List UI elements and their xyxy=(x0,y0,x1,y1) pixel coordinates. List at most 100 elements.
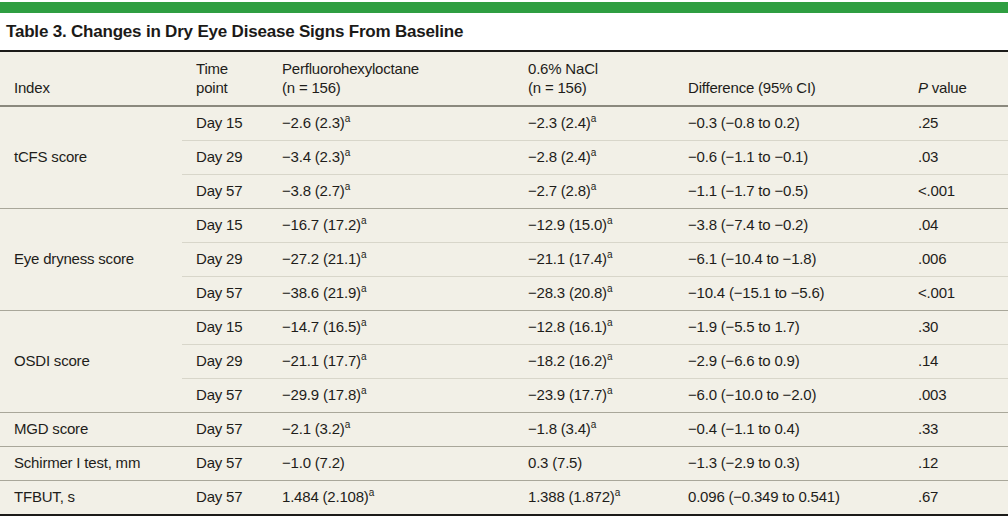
cell-index: TFBUT, s xyxy=(0,480,182,514)
cell-p-value: .14 xyxy=(904,344,1008,378)
cell-drug-value: −38.6 (21.9)a xyxy=(268,276,514,310)
col-header-p-value: P value xyxy=(904,52,1008,106)
cell-p-value: .006 xyxy=(904,242,1008,276)
col-header-difference: Difference (95% CI) xyxy=(674,52,904,106)
footnote-marker: a xyxy=(591,147,596,158)
cell-difference: −1.9 (−5.5 to 1.7) xyxy=(674,310,904,344)
cell-p-value: .25 xyxy=(904,106,1008,141)
table-row: MGD score Day 57 −2.1 (3.2)a −1.8 (3.4)a… xyxy=(0,412,1008,446)
cell-difference: −10.4 (−15.1 to −5.6) xyxy=(674,276,904,310)
footnote-marker: a xyxy=(369,487,374,498)
footnote-marker: a xyxy=(607,385,612,396)
cell-nacl-value: −2.7 (2.8)a xyxy=(514,174,674,208)
footnote-marker: a xyxy=(607,317,612,328)
footnote-marker: a xyxy=(361,283,366,294)
footnote-marker: a xyxy=(361,317,366,328)
cell-drug-value: −3.8 (2.7)a xyxy=(268,174,514,208)
footnote-marker: a xyxy=(345,181,350,192)
cell-p-value: .30 xyxy=(904,310,1008,344)
table-row: tCFS score Day 15 −2.6 (2.3)a −2.3 (2.4)… xyxy=(0,106,1008,141)
header-row: Index Time point Perfluorohexyloctane (n… xyxy=(0,52,1008,106)
cell-difference: −2.9 (−6.6 to 0.9) xyxy=(674,344,904,378)
cell-nacl-value: −21.1 (17.4)a xyxy=(514,242,674,276)
cell-time-point: Day 15 xyxy=(182,208,268,242)
cell-time-point: Day 29 xyxy=(182,242,268,276)
col-header-time-point: Time point xyxy=(182,52,268,106)
table-container: Index Time point Perfluorohexyloctane (n… xyxy=(0,50,1008,516)
footnote-marker: a xyxy=(345,147,350,158)
cell-difference: −0.6 (−1.1 to −0.1) xyxy=(674,140,904,174)
cell-p-value: .12 xyxy=(904,446,1008,480)
cell-index: MGD score xyxy=(0,412,182,446)
cell-nacl-value: 1.388 (1.872)a xyxy=(514,480,674,514)
footnote-marker: a xyxy=(591,181,596,192)
cell-drug-value: −27.2 (21.1)a xyxy=(268,242,514,276)
cell-drug-value: −3.4 (2.3)a xyxy=(268,140,514,174)
accent-bar xyxy=(0,2,1008,13)
cell-time-point: Day 57 xyxy=(182,446,268,480)
footnote-marker: a xyxy=(361,385,366,396)
cell-difference: −6.1 (−10.4 to −1.8) xyxy=(674,242,904,276)
table-row: OSDI score Day 15 −14.7 (16.5)a −12.8 (1… xyxy=(0,310,1008,344)
footnote-marker: a xyxy=(607,351,612,362)
footnote-marker: a xyxy=(615,487,620,498)
cell-drug-value: −1.0 (7.2) xyxy=(268,446,514,480)
footnote-marker: a xyxy=(591,113,596,124)
footnote-marker: a xyxy=(607,249,612,260)
cell-drug-value: −29.9 (17.8)a xyxy=(268,378,514,412)
cell-p-value: .003 xyxy=(904,378,1008,412)
cell-index: OSDI score xyxy=(0,310,182,412)
cell-nacl-value: −2.3 (2.4)a xyxy=(514,106,674,141)
cell-index: Schirmer I test, mm xyxy=(0,446,182,480)
cell-p-value: <.001 xyxy=(904,276,1008,310)
cell-time-point: Day 57 xyxy=(182,480,268,514)
cell-difference: −1.3 (−2.9 to 0.3) xyxy=(674,446,904,480)
col-header-perfluorohexyloctane: Perfluorohexyloctane (n = 156) xyxy=(268,52,514,106)
cell-nacl-value: −12.8 (16.1)a xyxy=(514,310,674,344)
cell-difference: −3.8 (−7.4 to −0.2) xyxy=(674,208,904,242)
cell-p-value: .67 xyxy=(904,480,1008,514)
cell-index: tCFS score xyxy=(0,106,182,209)
cell-p-value: .03 xyxy=(904,140,1008,174)
cell-difference: −0.3 (−0.8 to 0.2) xyxy=(674,106,904,141)
table-body: tCFS score Day 15 −2.6 (2.3)a −2.3 (2.4)… xyxy=(0,106,1008,514)
p-value-rest: value xyxy=(932,79,967,96)
cell-drug-value: −21.1 (17.7)a xyxy=(268,344,514,378)
table-row: TFBUT, s Day 57 1.484 (2.108)a 1.388 (1.… xyxy=(0,480,1008,514)
cell-time-point: Day 57 xyxy=(182,174,268,208)
footnote-marker: a xyxy=(361,215,366,226)
cell-nacl-value: −1.8 (3.4)a xyxy=(514,412,674,446)
cell-time-point: Day 57 xyxy=(182,276,268,310)
dry-eye-signs-table: Index Time point Perfluorohexyloctane (n… xyxy=(0,52,1008,514)
cell-difference: −6.0 (−10.0 to −2.0) xyxy=(674,378,904,412)
cell-time-point: Day 57 xyxy=(182,412,268,446)
cell-nacl-value: −23.9 (17.7)a xyxy=(514,378,674,412)
cell-time-point: Day 15 xyxy=(182,106,268,141)
cell-p-value: .04 xyxy=(904,208,1008,242)
footnote-marker: a xyxy=(361,351,366,362)
col-header-nacl: 0.6% NaCl (n = 156) xyxy=(514,52,674,106)
cell-nacl-value: −12.9 (15.0)a xyxy=(514,208,674,242)
cell-index: Eye dryness score xyxy=(0,208,182,310)
footnote-marker: a xyxy=(591,419,596,430)
footnote-marker: a xyxy=(345,419,350,430)
p-value-italic-p: P xyxy=(918,79,928,96)
cell-time-point: Day 29 xyxy=(182,344,268,378)
cell-nacl-value: −18.2 (16.2)a xyxy=(514,344,674,378)
table-title: Table 3. Changes in Dry Eye Disease Sign… xyxy=(0,13,1008,50)
cell-p-value: <.001 xyxy=(904,174,1008,208)
footnote-marker: a xyxy=(361,249,366,260)
cell-nacl-value: −28.3 (20.8)a xyxy=(514,276,674,310)
table-row: Eye dryness score Day 15 −16.7 (17.2)a −… xyxy=(0,208,1008,242)
footnote-marker: a xyxy=(607,283,612,294)
cell-time-point: Day 15 xyxy=(182,310,268,344)
table-header: Index Time point Perfluorohexyloctane (n… xyxy=(0,52,1008,106)
footnote-marker: a xyxy=(345,113,350,124)
table-row: Schirmer I test, mm Day 57 −1.0 (7.2) 0.… xyxy=(0,446,1008,480)
cell-difference: −1.1 (−1.7 to −0.5) xyxy=(674,174,904,208)
cell-drug-value: 1.484 (2.108)a xyxy=(268,480,514,514)
cell-nacl-value: −2.8 (2.4)a xyxy=(514,140,674,174)
cell-drug-value: −16.7 (17.2)a xyxy=(268,208,514,242)
cell-difference: −0.4 (−1.1 to 0.4) xyxy=(674,412,904,446)
cell-time-point: Day 57 xyxy=(182,378,268,412)
